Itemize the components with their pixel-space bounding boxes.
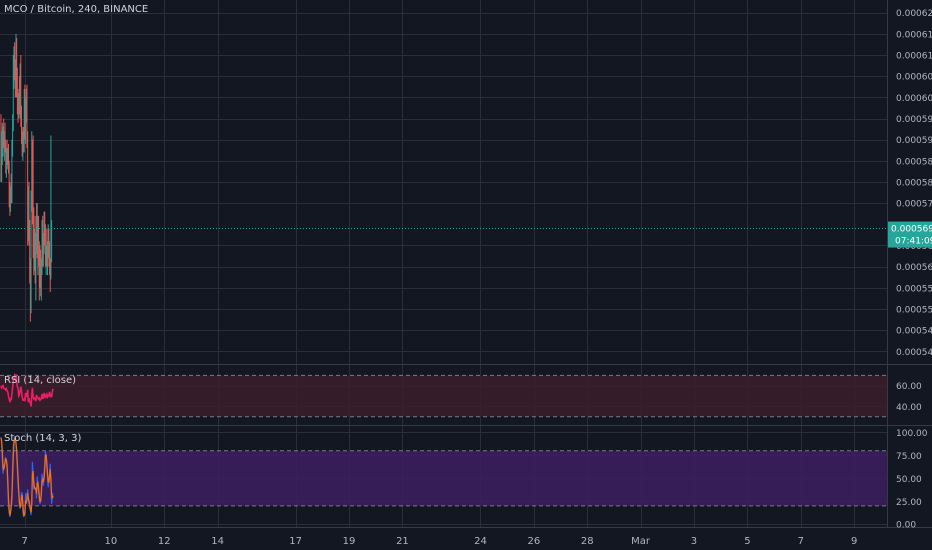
- time-tick-label: 26: [527, 536, 540, 547]
- rsi-tick-label: 60.00: [896, 382, 922, 392]
- time-tick-label: 7: [798, 536, 804, 547]
- price-tick-label: 0.0005400: [896, 348, 932, 358]
- price-tick-label: 0.0005850: [896, 157, 932, 167]
- price-tick-label: 0.0005600: [896, 263, 932, 273]
- price-tick-label: 0.0006200: [896, 9, 932, 19]
- price-tick-label: 0.0005500: [896, 305, 932, 315]
- symbol-title[interactable]: MCO / Bitcoin, 240, BINANCE: [4, 4, 148, 15]
- stoch-axis[interactable]: 100.00 75.00 50.00 25.00 0.00: [896, 429, 928, 531]
- price-tick-label: 0.0005450: [896, 327, 932, 337]
- price-tick-label: 0.0006050: [896, 73, 932, 83]
- bar-countdown: 07:41:09: [895, 237, 932, 247]
- time-tick-label: 14: [211, 536, 224, 547]
- stoch-tick-label: 0.00: [896, 521, 916, 531]
- time-tick-label: 3: [691, 536, 697, 547]
- last-price-tag-bg: [888, 221, 932, 248]
- price-tick-label: 0.0005800: [896, 179, 932, 189]
- time-tick-label: 10: [105, 536, 118, 547]
- price-tick-label: 0.0006150: [896, 30, 932, 40]
- time-tick-label: 12: [158, 536, 171, 547]
- price-tick-label: 0.0005550: [896, 284, 932, 294]
- price-tick-label: 0.0005750: [896, 200, 932, 210]
- stoch-tick-label: 25.00: [896, 498, 922, 508]
- price-pane[interactable]: [0, 33, 887, 322]
- price-tick-label: 0.0006100: [896, 52, 932, 62]
- rsi-axis[interactable]: 60.00 40.00: [896, 382, 922, 413]
- price-axis[interactable]: 0.0006200 0.0006150 0.0006100 0.0006050 0.00…: [896, 9, 932, 358]
- price-tick-label: 0.0005900: [896, 136, 932, 146]
- time-tick-label: 24: [474, 536, 487, 547]
- time-tick-label: Mar: [631, 536, 651, 547]
- stoch-pane[interactable]: [0, 434, 887, 518]
- time-tick-label: 21: [396, 536, 409, 547]
- time-tick-label: 19: [343, 536, 356, 547]
- rsi-pane[interactable]: [0, 372, 887, 418]
- stoch-tick-label: 50.00: [896, 475, 922, 485]
- rsi-band: [0, 375, 887, 417]
- last-price-value: 0.0005692: [891, 225, 932, 235]
- time-tick-label: 5: [744, 536, 750, 547]
- rsi-line: [0, 372, 54, 407]
- stoch-tick-label: 75.00: [896, 452, 922, 462]
- last-price-tag: 0.0005692 07:41:09: [888, 221, 932, 248]
- rsi-tick-label: 40.00: [896, 403, 922, 413]
- candlestick-series: [0, 33, 887, 322]
- time-tick-label: 7: [21, 536, 27, 547]
- stoch-tick-label: 100.00: [896, 429, 928, 439]
- time-tick-label: 28: [581, 536, 594, 547]
- stoch-d-line: [0, 436, 54, 517]
- time-axis[interactable]: 7 10 12 14 17 19 21 24 26 28 Mar 3 5 7 9: [21, 536, 857, 547]
- rsi-title[interactable]: RSI (14, close): [4, 375, 76, 386]
- price-tick-label: 0.0006000: [896, 94, 932, 104]
- stoch-title[interactable]: Stoch (14, 3, 3): [4, 433, 81, 444]
- time-tick-label: 17: [289, 536, 302, 547]
- stoch-band: [0, 450, 887, 506]
- price-tick-label: 0.0005950: [896, 115, 932, 125]
- time-tick-label: 9: [851, 536, 857, 547]
